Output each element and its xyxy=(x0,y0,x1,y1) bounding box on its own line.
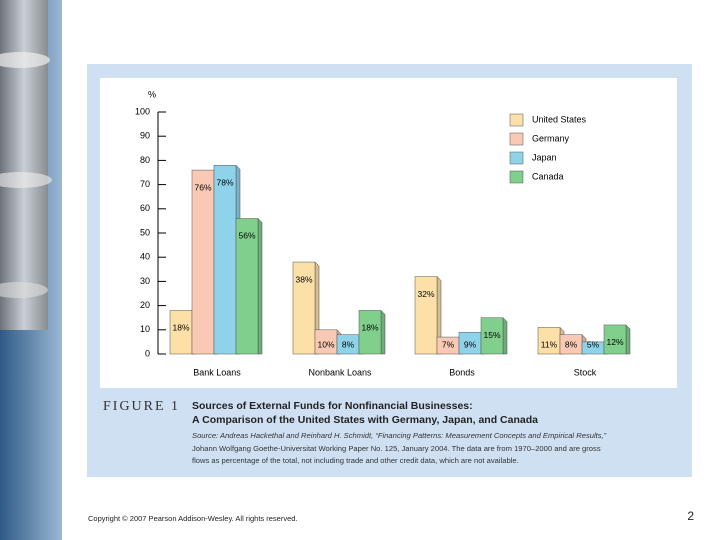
value-label: 78% xyxy=(216,177,233,187)
bar xyxy=(213,164,237,355)
figure-source: Source: Andreas Hackethal and Reinhard H… xyxy=(192,431,607,440)
bar xyxy=(235,218,259,355)
value-label: 5% xyxy=(587,339,600,349)
y-tick-label: 20 xyxy=(140,300,150,310)
legend-swatch xyxy=(509,151,524,165)
y-tick-label: 70 xyxy=(140,179,150,189)
coins xyxy=(0,0,52,330)
y-tick-label: 50 xyxy=(140,227,150,237)
bar xyxy=(191,169,215,355)
y-tick-label: 80 xyxy=(140,155,150,165)
figure-title: Sources of External Funds for Nonfinanci… xyxy=(192,400,473,412)
value-label: 10% xyxy=(317,339,334,349)
legend-label: Canada xyxy=(532,171,564,181)
y-tick-label: 0 xyxy=(145,348,150,358)
figure-label: FIGURE 1 xyxy=(103,399,180,414)
bar xyxy=(358,310,382,355)
legend-swatch xyxy=(509,170,524,184)
bar xyxy=(603,324,627,355)
y-tick-label: 40 xyxy=(140,252,150,262)
x-tick-label: Bank Loans xyxy=(193,367,241,377)
value-label: 8% xyxy=(342,339,355,349)
value-label: 15% xyxy=(483,330,500,340)
bar xyxy=(292,261,316,355)
value-label: 11% xyxy=(541,339,558,349)
bar-side xyxy=(380,309,386,355)
figure-source: Johann Wolfgang Goethe-Universitat Worki… xyxy=(192,444,601,453)
copyright: Copyright © 2007 Pearson Addison-Wesley.… xyxy=(88,514,298,523)
value-label: 18% xyxy=(172,323,189,333)
y-tick-label: 100 xyxy=(135,106,150,116)
value-label: 56% xyxy=(238,231,255,241)
y-tick-label: 60 xyxy=(140,203,150,213)
page-number: 2 xyxy=(687,509,694,523)
legend-swatch xyxy=(509,113,524,127)
legend-swatch xyxy=(509,132,524,146)
figure-title: A Comparison of the United States with G… xyxy=(192,414,538,426)
value-label: 7% xyxy=(442,339,455,349)
value-label: 38% xyxy=(295,274,312,284)
bar-side xyxy=(257,217,263,355)
legend-label: Germany xyxy=(532,133,570,143)
y-tick-label: 10 xyxy=(140,324,150,334)
figure-source: flows as percentage of the total, not in… xyxy=(192,456,519,465)
bar xyxy=(480,317,504,355)
y-tick-label: 30 xyxy=(140,276,150,286)
x-tick-label: Nonbank Loans xyxy=(308,367,372,377)
bar-side xyxy=(502,317,508,355)
value-label: 76% xyxy=(194,182,211,192)
y-axis-label: % xyxy=(148,89,156,99)
legend-label: Japan xyxy=(532,152,557,162)
value-label: 9% xyxy=(464,339,477,349)
legend-label: United States xyxy=(532,114,587,124)
x-tick-label: Stock xyxy=(574,367,597,377)
value-label: 18% xyxy=(361,323,378,333)
bar-side xyxy=(625,324,631,355)
y-tick-label: 90 xyxy=(140,131,150,141)
value-label: 12% xyxy=(606,337,623,347)
value-label: 32% xyxy=(417,289,434,299)
x-tick-label: Bonds xyxy=(449,367,475,377)
bar xyxy=(414,276,438,355)
value-label: 8% xyxy=(565,339,578,349)
